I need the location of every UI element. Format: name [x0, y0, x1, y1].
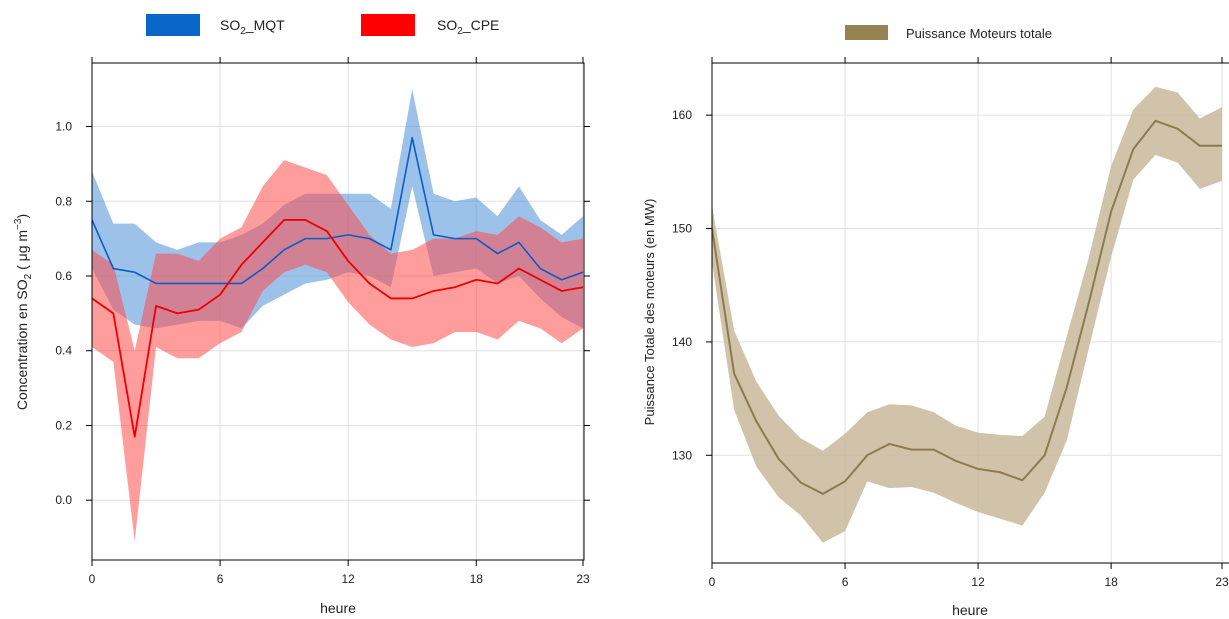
legend-label-puissance: Puissance Moteurs totale: [906, 26, 1052, 41]
puissance-ytick-label-140: 140: [672, 335, 692, 349]
so2-chart: SO2_MQT SO2_CPE 0 6 12 18 23 0.0 0.2 0.4 0.6 0.8 1…: [13, 14, 590, 616]
so2-line-1: [92, 219, 584, 438]
so2-ytick-label-0.0: 0.0: [55, 493, 72, 507]
puissance-xtick-label-6: 6: [842, 575, 849, 589]
puissance-legend: Puissance Moteurs totale: [845, 25, 1052, 41]
so2-ytick-label-0.6: 0.6: [55, 269, 72, 283]
puissance-band-0: [712, 86, 1222, 543]
puissance-plot-frame: [711, 62, 1229, 564]
so2-ytick-label-0.4: 0.4: [55, 344, 72, 358]
puissance-chart: Puissance Moteurs totale 0 6 12 18 23 130 140 1…: [642, 25, 1229, 618]
so2-xtick-label-18: 18: [470, 572, 484, 586]
so2-plot-area: [92, 89, 584, 542]
so2-ytick-label-0.2: 0.2: [55, 418, 72, 432]
so2-xtick-label-23: 23: [576, 572, 590, 586]
so2-y-axis-label: Concentration en SO2 ( μg m−3): [13, 214, 34, 410]
legend-swatch-puissance: [845, 25, 888, 40]
puissance-plot-area: [712, 86, 1222, 543]
legend-swatch-cpe: [361, 14, 415, 36]
puissance-ticks: 0 6 12 18 23 130 140 150 160: [672, 57, 1229, 589]
so2-ytick-label-0.8: 0.8: [55, 194, 72, 208]
so2-line-0: [92, 136, 584, 285]
so2-xtick-label-6: 6: [217, 572, 224, 586]
so2-xtick-label-12: 12: [341, 572, 355, 586]
so2-ytick-label-1.0: 1.0: [55, 120, 72, 134]
puissance-x-axis-label: heure: [952, 602, 988, 618]
puissance-y-axis-label: Puissance Totale des moteurs (en MW): [642, 199, 657, 426]
legend-label-mqt: SO2_MQT: [220, 17, 285, 37]
legend-label-cpe: SO2_CPE: [437, 17, 499, 37]
so2-plot-frame: [91, 62, 585, 561]
puissance-xtick-label-23: 23: [1215, 575, 1229, 589]
so2-x-axis-label: heure: [320, 600, 356, 616]
so2-legend: SO2_MQT SO2_CPE: [146, 14, 499, 37]
puissance-ytick-label-130: 130: [672, 448, 692, 462]
puissance-ytick-label-160: 160: [672, 108, 692, 122]
puissance-xtick-label-18: 18: [1104, 575, 1118, 589]
puissance-xtick-label-0: 0: [709, 575, 716, 589]
puissance-line-0: [712, 119, 1222, 495]
puissance-ytick-label-150: 150: [672, 222, 692, 236]
legend-swatch-mqt: [146, 14, 200, 36]
so2-band-1: [92, 160, 583, 542]
puissance-xtick-label-12: 12: [971, 575, 985, 589]
so2-ticks: 0 6 12 18 23 0.0 0.2 0.4 0.6 0.8 1.0: [55, 57, 590, 586]
so2-xtick-label-0: 0: [89, 572, 96, 586]
